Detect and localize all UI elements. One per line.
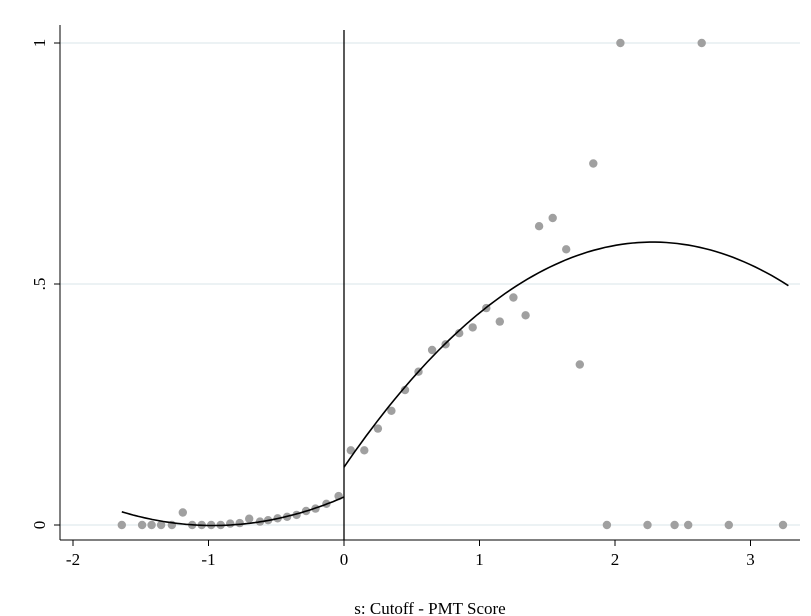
data-point-24 <box>373 424 383 433</box>
data-point-42 <box>616 38 625 48</box>
data-point-41 <box>602 520 612 530</box>
x-tick-label-0: -2 <box>66 550 80 569</box>
data-point-12 <box>245 514 254 523</box>
x-tick-label-5: 3 <box>746 550 755 569</box>
data-point-39 <box>575 360 584 369</box>
x-tick-label-4: 2 <box>611 550 620 569</box>
x-tick-label-3: 1 <box>475 550 484 569</box>
data-point-34 <box>509 293 518 302</box>
data-point-28 <box>427 345 437 355</box>
data-point-3 <box>156 520 166 530</box>
data-point-23 <box>360 446 369 455</box>
data-point-2 <box>147 520 156 530</box>
data-point-26 <box>400 385 410 395</box>
y-tick-label-2: 1 <box>30 39 49 48</box>
data-point-0 <box>117 520 127 530</box>
y-tick-label-0: 0 <box>30 521 49 530</box>
data-point-47 <box>724 520 733 530</box>
x-tick-label-2: 0 <box>340 550 349 569</box>
data-point-48 <box>778 520 788 530</box>
data-point-38 <box>562 245 571 254</box>
data-point-36 <box>534 222 544 231</box>
data-point-30 <box>455 329 464 338</box>
axes <box>59 25 800 541</box>
data-point-43 <box>643 520 652 530</box>
data-point-5 <box>178 508 187 517</box>
y-tick-label-1: .5 <box>30 278 49 291</box>
data-point-1 <box>137 520 147 530</box>
data-point-35 <box>521 311 530 320</box>
data-point-45 <box>684 520 693 530</box>
data-point-31 <box>468 323 477 332</box>
data-point-33 <box>495 317 504 326</box>
data-point-11 <box>235 518 244 528</box>
x-axis-title: s: Cutoff - PMT Score <box>354 599 505 616</box>
data-point-10 <box>226 519 235 528</box>
data-point-22 <box>346 446 355 455</box>
data-point-44 <box>670 520 679 530</box>
fit-curves <box>121 241 789 527</box>
fit-left-curve <box>121 496 345 527</box>
y-ticks: 0.51 <box>30 39 60 530</box>
data-point-37 <box>548 213 557 223</box>
x-tick-label-1: -1 <box>201 550 215 569</box>
x-ticks: -2 -1 0 1 2 3 <box>66 540 755 569</box>
data-points <box>117 38 788 530</box>
fit-right-curve <box>343 241 789 468</box>
data-point-40 <box>589 159 598 168</box>
data-point-46 <box>697 38 706 48</box>
data-point-25 <box>387 406 396 415</box>
